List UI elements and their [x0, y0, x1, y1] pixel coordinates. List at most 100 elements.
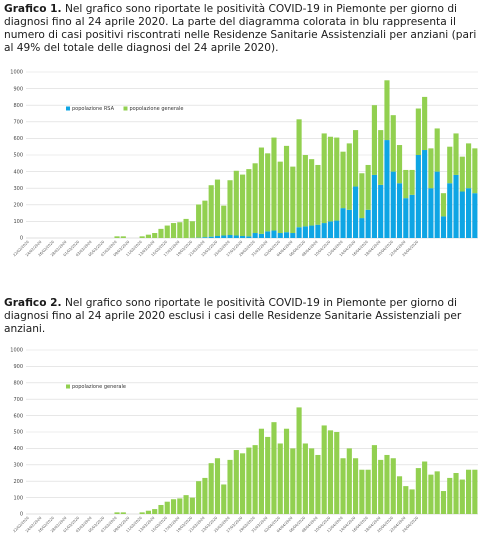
- y-tick-label: 800: [13, 381, 23, 387]
- chart-1-rsa-vs-general: 0100200300400500600700800900100022/02/20…: [10, 70, 478, 257]
- bar-popolazione-generale: [145, 234, 151, 238]
- bar-popolazione-generale: [277, 161, 283, 234]
- y-tick-label: 200: [13, 479, 23, 485]
- bar-popolazione-generale: [265, 436, 271, 514]
- bar-popolazione-generale: [428, 148, 434, 189]
- bar-popolazione-rsa: [390, 171, 396, 238]
- bar-popolazione-generale: [265, 153, 271, 232]
- caption-1-title: Grafico 1.: [4, 3, 62, 15]
- bar-popolazione-generale: [258, 428, 264, 514]
- bar-popolazione-generale: [309, 159, 315, 226]
- bar-popolazione-rsa: [359, 218, 365, 238]
- bar-popolazione-rsa: [440, 216, 447, 238]
- bar-popolazione-generale: [447, 146, 453, 184]
- y-tick-label: 500: [13, 153, 23, 159]
- legend-swatch: [123, 106, 128, 111]
- bar-popolazione-generale: [378, 130, 384, 185]
- bar-popolazione-rsa: [309, 225, 315, 238]
- bar-popolazione-generale: [440, 491, 447, 514]
- y-tick-label: 600: [13, 136, 23, 142]
- y-tick-label: 1000: [10, 348, 23, 354]
- bar-popolazione-generale: [202, 200, 208, 238]
- caption-1-text: Nel grafico sono riportate le positività…: [4, 3, 477, 54]
- legend-swatch: [66, 384, 70, 389]
- bar-popolazione-generale: [170, 223, 177, 238]
- bar-popolazione-generale: [158, 228, 164, 238]
- caption-2-text: Nel grafico sono riportate le positività…: [4, 297, 462, 335]
- y-tick-label: 300: [13, 463, 23, 469]
- bar-popolazione-generale: [315, 454, 321, 514]
- bar-popolazione-generale: [139, 512, 145, 514]
- bar-popolazione-generale: [422, 96, 428, 151]
- bar-popolazione-generale: [177, 498, 183, 514]
- y-tick-label: 0: [20, 512, 23, 518]
- bar-popolazione-generale: [283, 428, 290, 514]
- bar-popolazione-generale: [346, 448, 352, 514]
- bar-popolazione-generale: [353, 130, 359, 187]
- bar-popolazione-generale: [440, 193, 447, 217]
- y-tick-label: 400: [13, 169, 23, 175]
- bar-popolazione-generale: [252, 445, 258, 514]
- bar-popolazione-rsa: [283, 232, 290, 238]
- bar-popolazione-generale: [453, 473, 459, 514]
- bar-popolazione-generale: [353, 458, 359, 514]
- y-tick-label: 400: [13, 446, 23, 452]
- bar-popolazione-rsa: [321, 223, 327, 238]
- bar-popolazione-rsa: [415, 155, 421, 238]
- bar-popolazione-generale: [189, 497, 195, 514]
- bar-popolazione-rsa: [346, 209, 352, 238]
- bar-popolazione-generale: [120, 512, 126, 514]
- bar-popolazione-rsa: [371, 174, 377, 238]
- bar-popolazione-generale: [415, 108, 421, 155]
- bar-popolazione-generale: [277, 443, 283, 514]
- bar-popolazione-generale: [290, 166, 296, 234]
- bar-popolazione-rsa: [447, 183, 453, 238]
- bar-popolazione-generale: [296, 119, 302, 228]
- bar-popolazione-generale: [403, 486, 409, 514]
- bar-popolazione-rsa: [296, 227, 302, 238]
- bar-popolazione-rsa: [265, 231, 271, 238]
- bar-popolazione-generale: [378, 459, 384, 514]
- bar-popolazione-generale: [340, 458, 346, 514]
- bar-popolazione-rsa: [422, 150, 428, 238]
- bar-popolazione-generale: [202, 477, 208, 514]
- y-tick-label: 700: [13, 397, 23, 403]
- bar-popolazione-generale: [321, 133, 327, 224]
- legend-swatch: [66, 106, 70, 111]
- bar-popolazione-rsa: [353, 186, 359, 238]
- bar-popolazione-generale: [327, 136, 334, 222]
- bar-popolazione-generale: [359, 469, 365, 514]
- bar-popolazione-rsa: [434, 171, 440, 238]
- bar-popolazione-generale: [302, 155, 308, 227]
- bar-popolazione-rsa: [252, 233, 258, 238]
- bar-popolazione-generale: [252, 163, 258, 234]
- bar-popolazione-rsa: [466, 188, 472, 238]
- bar-popolazione-generale: [459, 479, 465, 514]
- bar-popolazione-generale: [371, 105, 377, 175]
- bar-popolazione-generale: [302, 443, 308, 514]
- bar-popolazione-generale: [472, 469, 478, 514]
- bar-popolazione-generale: [283, 145, 290, 233]
- bar-popolazione-generale: [208, 463, 214, 514]
- bar-popolazione-generale: [152, 509, 158, 514]
- bar-popolazione-rsa: [334, 220, 340, 238]
- bar-popolazione-rsa: [240, 236, 246, 238]
- y-tick-label: 100: [13, 219, 23, 225]
- bar-popolazione-generale: [459, 156, 465, 192]
- y-tick-label: 500: [13, 430, 23, 436]
- bar-popolazione-generale: [164, 225, 170, 238]
- bar-popolazione-generale: [290, 448, 296, 514]
- y-tick-label: 900: [13, 86, 23, 92]
- bar-popolazione-rsa: [428, 188, 434, 238]
- bar-popolazione-generale: [327, 430, 334, 514]
- bar-popolazione-generale: [196, 204, 202, 238]
- bar-popolazione-generale: [158, 504, 164, 514]
- y-tick-label: 900: [13, 364, 23, 370]
- bar-popolazione-generale: [183, 495, 189, 514]
- bar-popolazione-generale: [227, 180, 233, 236]
- bar-popolazione-generale: [390, 458, 396, 514]
- bar-popolazione-generale: [240, 174, 246, 237]
- bar-popolazione-generale: [428, 474, 434, 514]
- legend-label: popolazione generale: [130, 106, 184, 112]
- bar-popolazione-generale: [422, 461, 428, 514]
